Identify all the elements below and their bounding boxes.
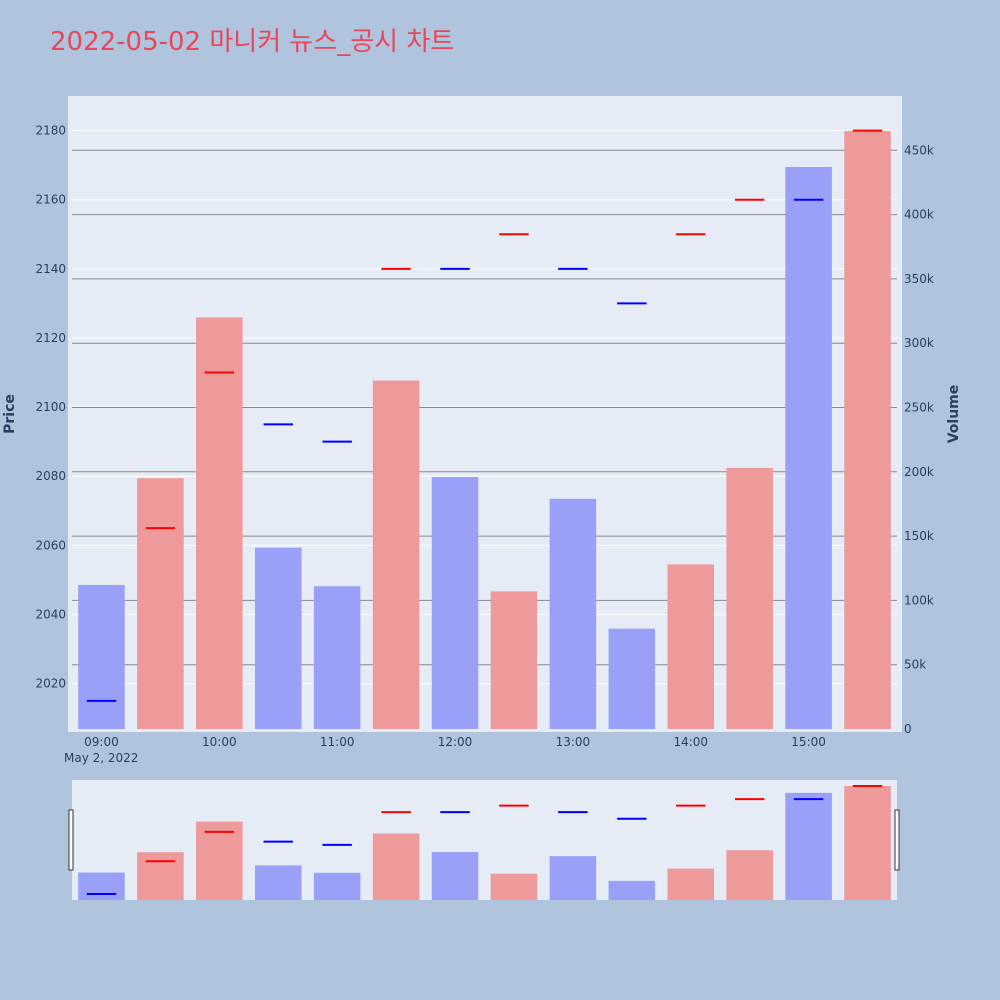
volume-bar[interactable] bbox=[549, 498, 597, 729]
rangeslider-volume-bar bbox=[372, 833, 420, 900]
x-axis-date-label: May 2, 2022 bbox=[64, 751, 138, 765]
price-tick-label: 2080 bbox=[35, 469, 66, 483]
price-tick-label: 2100 bbox=[35, 400, 66, 414]
rangeslider-volume-bar bbox=[78, 872, 125, 900]
rangeslider-volume-bar bbox=[726, 850, 773, 900]
volume-bar[interactable] bbox=[490, 591, 538, 729]
volume-bar[interactable] bbox=[313, 586, 361, 729]
x-axis-ticks: 09:00 10:00 11:00 12:00 13:00 14:00 15:00 bbox=[84, 735, 826, 749]
price-tick-label: 2060 bbox=[35, 538, 66, 552]
x-tick-label: 09:00 bbox=[84, 735, 119, 749]
x-tick-label: 15:00 bbox=[791, 735, 826, 749]
main-plot-background bbox=[68, 96, 902, 732]
x-tick-label: 13:00 bbox=[556, 735, 591, 749]
volume-axis-ticks: 0 50k 100k 150k 200k 250k 300k 350k 400k 450k bbox=[904, 143, 934, 736]
rangeslider-left-handle[interactable] bbox=[68, 809, 74, 871]
rangeslider-volume-bar bbox=[254, 865, 302, 900]
rangeslider-volume-bar bbox=[137, 852, 184, 900]
volume-bar[interactable] bbox=[78, 584, 125, 729]
volume-bar[interactable] bbox=[196, 317, 243, 729]
volume-tick-label: 150k bbox=[904, 529, 934, 543]
rangeslider-volume-bar bbox=[196, 821, 243, 900]
volume-axis-title: Volume bbox=[946, 385, 962, 444]
rangeslider-candles bbox=[86, 785, 883, 895]
volume-bar[interactable] bbox=[785, 167, 832, 729]
volume-bar[interactable] bbox=[372, 380, 420, 729]
rangeslider-volume-bar bbox=[785, 792, 832, 900]
volume-tick-label: 300k bbox=[904, 336, 934, 350]
rangeslider-background[interactable] bbox=[72, 780, 897, 900]
rangeslider-volume-bar bbox=[313, 872, 361, 900]
volume-tick-label: 250k bbox=[904, 400, 934, 414]
volume-bar[interactable] bbox=[726, 467, 773, 729]
chart-title: 2022-05-02 마니커 뉴스_공시 차트 bbox=[50, 27, 454, 57]
x-tick-label: 14:00 bbox=[673, 735, 708, 749]
rangeslider-volume-bar bbox=[667, 868, 715, 900]
volume-tick-label: 400k bbox=[904, 208, 934, 222]
rangeslider-volume-bar bbox=[431, 851, 479, 900]
volume-bar[interactable] bbox=[254, 547, 302, 729]
price-tick-label: 2160 bbox=[35, 193, 66, 207]
volume-tick-label: 100k bbox=[904, 593, 934, 607]
price-candles[interactable] bbox=[86, 129, 883, 702]
price-tick-label: 2180 bbox=[35, 124, 66, 138]
rangeslider-volume-bars bbox=[78, 786, 891, 900]
volume-tick-label: 200k bbox=[904, 465, 934, 479]
volume-tick-label: 350k bbox=[904, 272, 934, 286]
volume-bars[interactable] bbox=[78, 131, 891, 729]
volume-tick-label: 50k bbox=[904, 658, 926, 672]
price-axis-ticks: 2020 2040 2060 2080 2100 2120 2140 2160 2180 bbox=[35, 124, 66, 691]
price-tick-label: 2040 bbox=[35, 607, 66, 621]
x-tick-label: 10:00 bbox=[202, 735, 237, 749]
price-tick-label: 2020 bbox=[35, 677, 66, 691]
volume-tick-label: 0 bbox=[904, 722, 912, 736]
volume-bar[interactable] bbox=[608, 628, 656, 729]
volume-bar[interactable] bbox=[137, 478, 184, 729]
rangeslider-volume-bar bbox=[608, 880, 656, 900]
volume-bar[interactable] bbox=[667, 564, 715, 729]
rangeslider-volume-bar bbox=[549, 856, 597, 900]
price-tick-label: 2120 bbox=[35, 331, 66, 345]
rangeslider-right-handle[interactable] bbox=[894, 809, 900, 871]
price-axis-title: Price bbox=[2, 394, 18, 434]
volume-bar[interactable] bbox=[431, 476, 479, 729]
x-tick-label: 12:00 bbox=[438, 735, 473, 749]
volume-tick-label: 450k bbox=[904, 143, 934, 157]
x-tick-label: 11:00 bbox=[320, 735, 355, 749]
rangeslider-volume-bar bbox=[844, 786, 891, 900]
price-tick-label: 2140 bbox=[35, 262, 66, 276]
rangeslider-volume-bar bbox=[490, 873, 538, 900]
volume-bar[interactable] bbox=[844, 131, 891, 729]
